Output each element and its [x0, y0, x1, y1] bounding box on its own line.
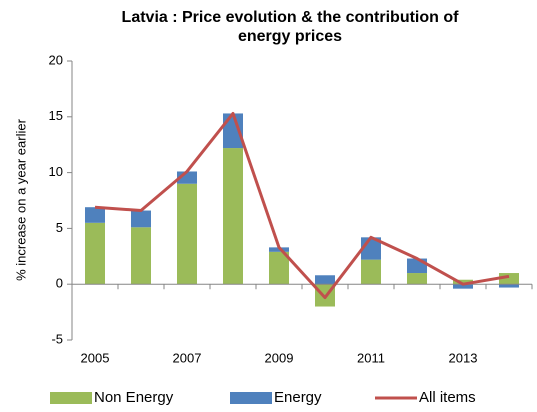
y-tick-label: 10	[49, 164, 63, 179]
bar	[407, 258, 427, 274]
bar	[453, 279, 473, 285]
bar	[177, 183, 197, 285]
bar	[269, 247, 289, 252]
chart-title: energy prices	[238, 28, 342, 45]
chart-title: Latvia : Price evolution & the contribut…	[122, 9, 460, 26]
y-tick-label: 20	[49, 52, 63, 67]
y-tick-label: 5	[56, 220, 63, 235]
x-tick-label: 2005	[81, 350, 110, 365]
x-tick-label: 2009	[265, 350, 294, 365]
bar	[131, 210, 151, 228]
bar	[407, 273, 427, 285]
bar	[361, 259, 381, 285]
y-tick-label: 0	[56, 276, 63, 291]
legend-swatch	[230, 392, 272, 404]
line	[94, 111, 510, 300]
bar	[315, 275, 335, 285]
bar	[453, 284, 473, 289]
y-tick-label: 15	[49, 108, 63, 123]
bar	[131, 227, 151, 285]
legend-swatch	[50, 392, 92, 404]
y-tick-label: -5	[51, 331, 63, 346]
bar	[85, 222, 105, 285]
bar	[499, 273, 519, 285]
legend-label: Non Energy	[94, 389, 174, 406]
legend-label: Energy	[274, 389, 322, 406]
bar	[269, 251, 289, 285]
bar	[85, 207, 105, 223]
bar	[223, 148, 243, 285]
x-tick-label: 2011	[357, 350, 385, 365]
x-tick-label: 2013	[449, 350, 478, 365]
bar	[499, 284, 519, 288]
x-tick-label: 2007	[173, 350, 202, 365]
legend-label: All items	[419, 389, 476, 406]
y-axis-label: % increase on a year earlier	[13, 118, 28, 281]
